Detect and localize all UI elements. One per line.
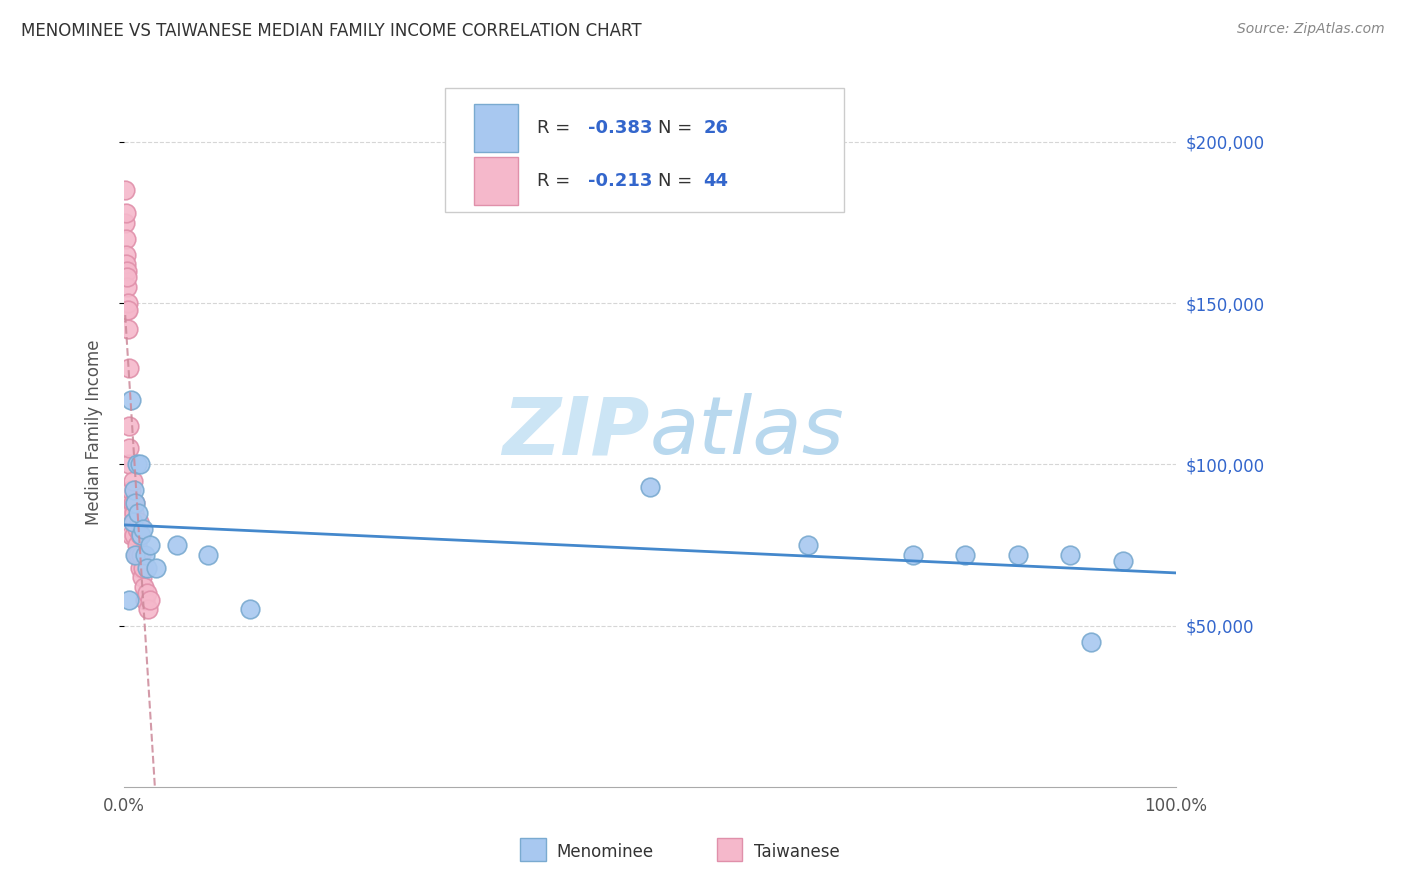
Point [136, 602, 159, 616]
Point [132, 580, 155, 594]
Point [122, 506, 145, 520]
Point [124, 496, 146, 510]
Point [121, 392, 143, 407]
Point [128, 516, 150, 530]
Point [118, 458, 141, 472]
Point [134, 592, 156, 607]
Point [124, 516, 146, 530]
Point [1080, 634, 1102, 648]
Y-axis label: Median Family Income: Median Family Income [86, 339, 103, 524]
Point [129, 560, 152, 574]
Text: MENOMINEE VS TAIWANESE MEDIAN FAMILY INCOME CORRELATION CHART: MENOMINEE VS TAIWANESE MEDIAN FAMILY INC… [21, 22, 641, 40]
Point [145, 560, 167, 574]
Text: R =: R = [537, 172, 576, 190]
Point [118, 418, 141, 433]
Bar [474, 157, 519, 205]
FancyBboxPatch shape [444, 88, 845, 212]
Point [955, 548, 977, 562]
Point [122, 528, 145, 542]
Point [1112, 554, 1135, 568]
Point [136, 560, 159, 574]
Text: R =: R = [537, 120, 576, 137]
Point [121, 516, 143, 530]
Point [136, 586, 159, 600]
Point [121, 474, 143, 488]
Text: Taiwanese: Taiwanese [754, 843, 839, 861]
Point [139, 592, 162, 607]
Point [134, 548, 156, 562]
Text: ZIP: ZIP [502, 393, 650, 471]
Point [239, 602, 262, 616]
Point [127, 548, 149, 562]
Point [121, 483, 143, 498]
Point [125, 522, 148, 536]
Point [132, 560, 155, 574]
Text: Menominee: Menominee [557, 843, 654, 861]
Point [129, 528, 152, 542]
Point [166, 538, 188, 552]
Point [120, 496, 142, 510]
Point [117, 302, 139, 317]
Point [121, 496, 143, 510]
Text: -0.383: -0.383 [588, 120, 652, 137]
Point [127, 506, 149, 520]
Point [131, 570, 153, 584]
Bar [474, 104, 519, 153]
Point [117, 296, 139, 310]
Point [121, 528, 143, 542]
Point [638, 480, 661, 494]
Point [118, 592, 141, 607]
Text: 44: 44 [703, 172, 728, 190]
Point [115, 206, 138, 220]
Point [125, 548, 148, 562]
Point [129, 458, 152, 472]
Text: -0.213: -0.213 [588, 172, 652, 190]
Point [118, 442, 141, 456]
Point [197, 548, 219, 562]
Point [114, 248, 136, 262]
Text: atlas: atlas [650, 393, 845, 471]
Text: N =: N = [658, 120, 699, 137]
Point [129, 548, 152, 562]
Point [124, 548, 146, 562]
Text: 26: 26 [703, 120, 728, 137]
Point [121, 516, 143, 530]
Point [125, 538, 148, 552]
Point [117, 280, 139, 294]
Point [121, 506, 143, 520]
Point [117, 302, 139, 317]
Point [1007, 548, 1029, 562]
Point [1059, 548, 1081, 562]
Point [901, 548, 924, 562]
Point [115, 264, 138, 278]
Text: Source: ZipAtlas.com: Source: ZipAtlas.com [1237, 22, 1385, 37]
Point [124, 496, 146, 510]
Point [796, 538, 818, 552]
Point [117, 322, 139, 336]
Point [122, 483, 145, 498]
Point [114, 183, 136, 197]
Point [132, 522, 155, 536]
Point [139, 538, 162, 552]
Point [118, 360, 141, 375]
Point [125, 458, 148, 472]
Text: N =: N = [658, 172, 699, 190]
Point [117, 270, 139, 285]
Point [115, 257, 138, 271]
Point [114, 215, 136, 229]
Point [114, 232, 136, 246]
Point [129, 528, 152, 542]
Point [120, 490, 142, 504]
